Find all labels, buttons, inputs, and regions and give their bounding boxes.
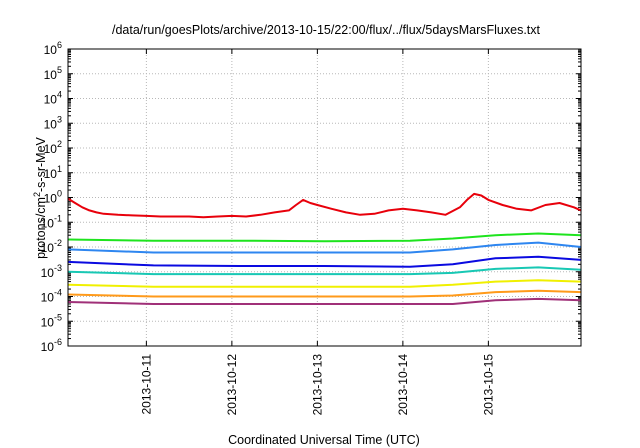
series-line-3	[67, 255, 582, 268]
plot-frame	[67, 48, 582, 347]
y-axis-label-prefix: protons/cm	[34, 197, 48, 259]
x-tick-label: 2013-10-12	[225, 354, 239, 416]
y-tick-label: 10-5	[41, 312, 62, 329]
series-line-7	[67, 297, 582, 305]
y-tick-base: 10	[41, 291, 55, 305]
y-tick-base: 10	[44, 43, 58, 57]
y-axis-label: protons/cm2-s-sr-MeV	[32, 136, 48, 258]
y-tick-label: 10-4	[41, 288, 62, 305]
chart-title: /data/run/goesPlots/archive/2013-10-15/2…	[112, 23, 541, 37]
y-axis-label-superscript: 2	[32, 192, 42, 197]
y-tick-exponent: -3	[54, 263, 62, 273]
y-tick-label: 10-6	[41, 337, 62, 354]
y-tick-exponent: 5	[57, 65, 62, 75]
y-axis: 10-610-510-410-310-210-11001011021031041…	[41, 40, 581, 354]
series-line-1	[67, 232, 582, 243]
y-tick-exponent: 0	[57, 189, 62, 199]
y-tick-base: 10	[44, 117, 58, 131]
y-tick-base: 10	[41, 241, 55, 255]
y-tick-exponent: -1	[54, 213, 62, 223]
y-tick-base: 10	[44, 192, 58, 206]
y-tick-base: 10	[44, 167, 58, 181]
y-tick-label: 104	[44, 90, 62, 107]
y-tick-exponent: 6	[57, 40, 62, 50]
y-tick-label: 106	[44, 40, 62, 57]
y-tick-label: 103	[44, 114, 62, 131]
y-tick-base: 10	[41, 315, 55, 329]
y-tick-label: 105	[44, 65, 62, 82]
y-tick-exponent: -5	[54, 312, 62, 322]
series-line-6	[67, 289, 582, 298]
y-tick-exponent: 1	[57, 164, 62, 174]
y-axis-label-suffix: -s-sr-MeV	[34, 136, 48, 192]
y-tick-label: 10-1	[41, 213, 62, 230]
series-line-0	[67, 192, 582, 219]
y-tick-label: 10-3	[41, 263, 62, 280]
y-tick-exponent: 3	[57, 114, 62, 124]
data-series	[67, 192, 582, 305]
y-tick-exponent: 4	[57, 90, 62, 100]
y-tick-base: 10	[41, 266, 55, 280]
y-tick-base: 10	[44, 142, 58, 156]
x-tick-label: 2013-10-13	[310, 354, 324, 416]
y-tick-base: 10	[44, 68, 58, 82]
y-tick-label: 100	[44, 189, 62, 206]
x-tick-label: 2013-10-14	[396, 354, 410, 416]
y-tick-exponent: -4	[54, 288, 62, 298]
y-tick-exponent: 2	[57, 139, 62, 149]
y-tick-base: 10	[41, 340, 55, 354]
y-tick-label: 10-2	[41, 238, 62, 255]
series-line-5	[67, 279, 582, 288]
y-tick-exponent: -6	[54, 337, 62, 347]
x-axis: 2013-10-11 2013-10-12 2013-10-13 2013-10-14…	[139, 49, 495, 415]
y-tick-label: 101	[44, 164, 62, 181]
x-tick-label: 2013-10-15	[481, 354, 495, 416]
y-tick-base: 10	[44, 93, 58, 107]
y-tick-exponent: -2	[54, 238, 62, 248]
x-tick-label: 2013-10-11	[139, 354, 153, 415]
series-line-2	[67, 241, 582, 254]
y-tick-label: 102	[44, 139, 62, 156]
series-line-4	[67, 266, 582, 276]
x-axis-label: Coordinated Universal Time (UTC)	[228, 433, 420, 447]
grid-lines	[68, 49, 581, 346]
y-tick-base: 10	[41, 216, 55, 230]
